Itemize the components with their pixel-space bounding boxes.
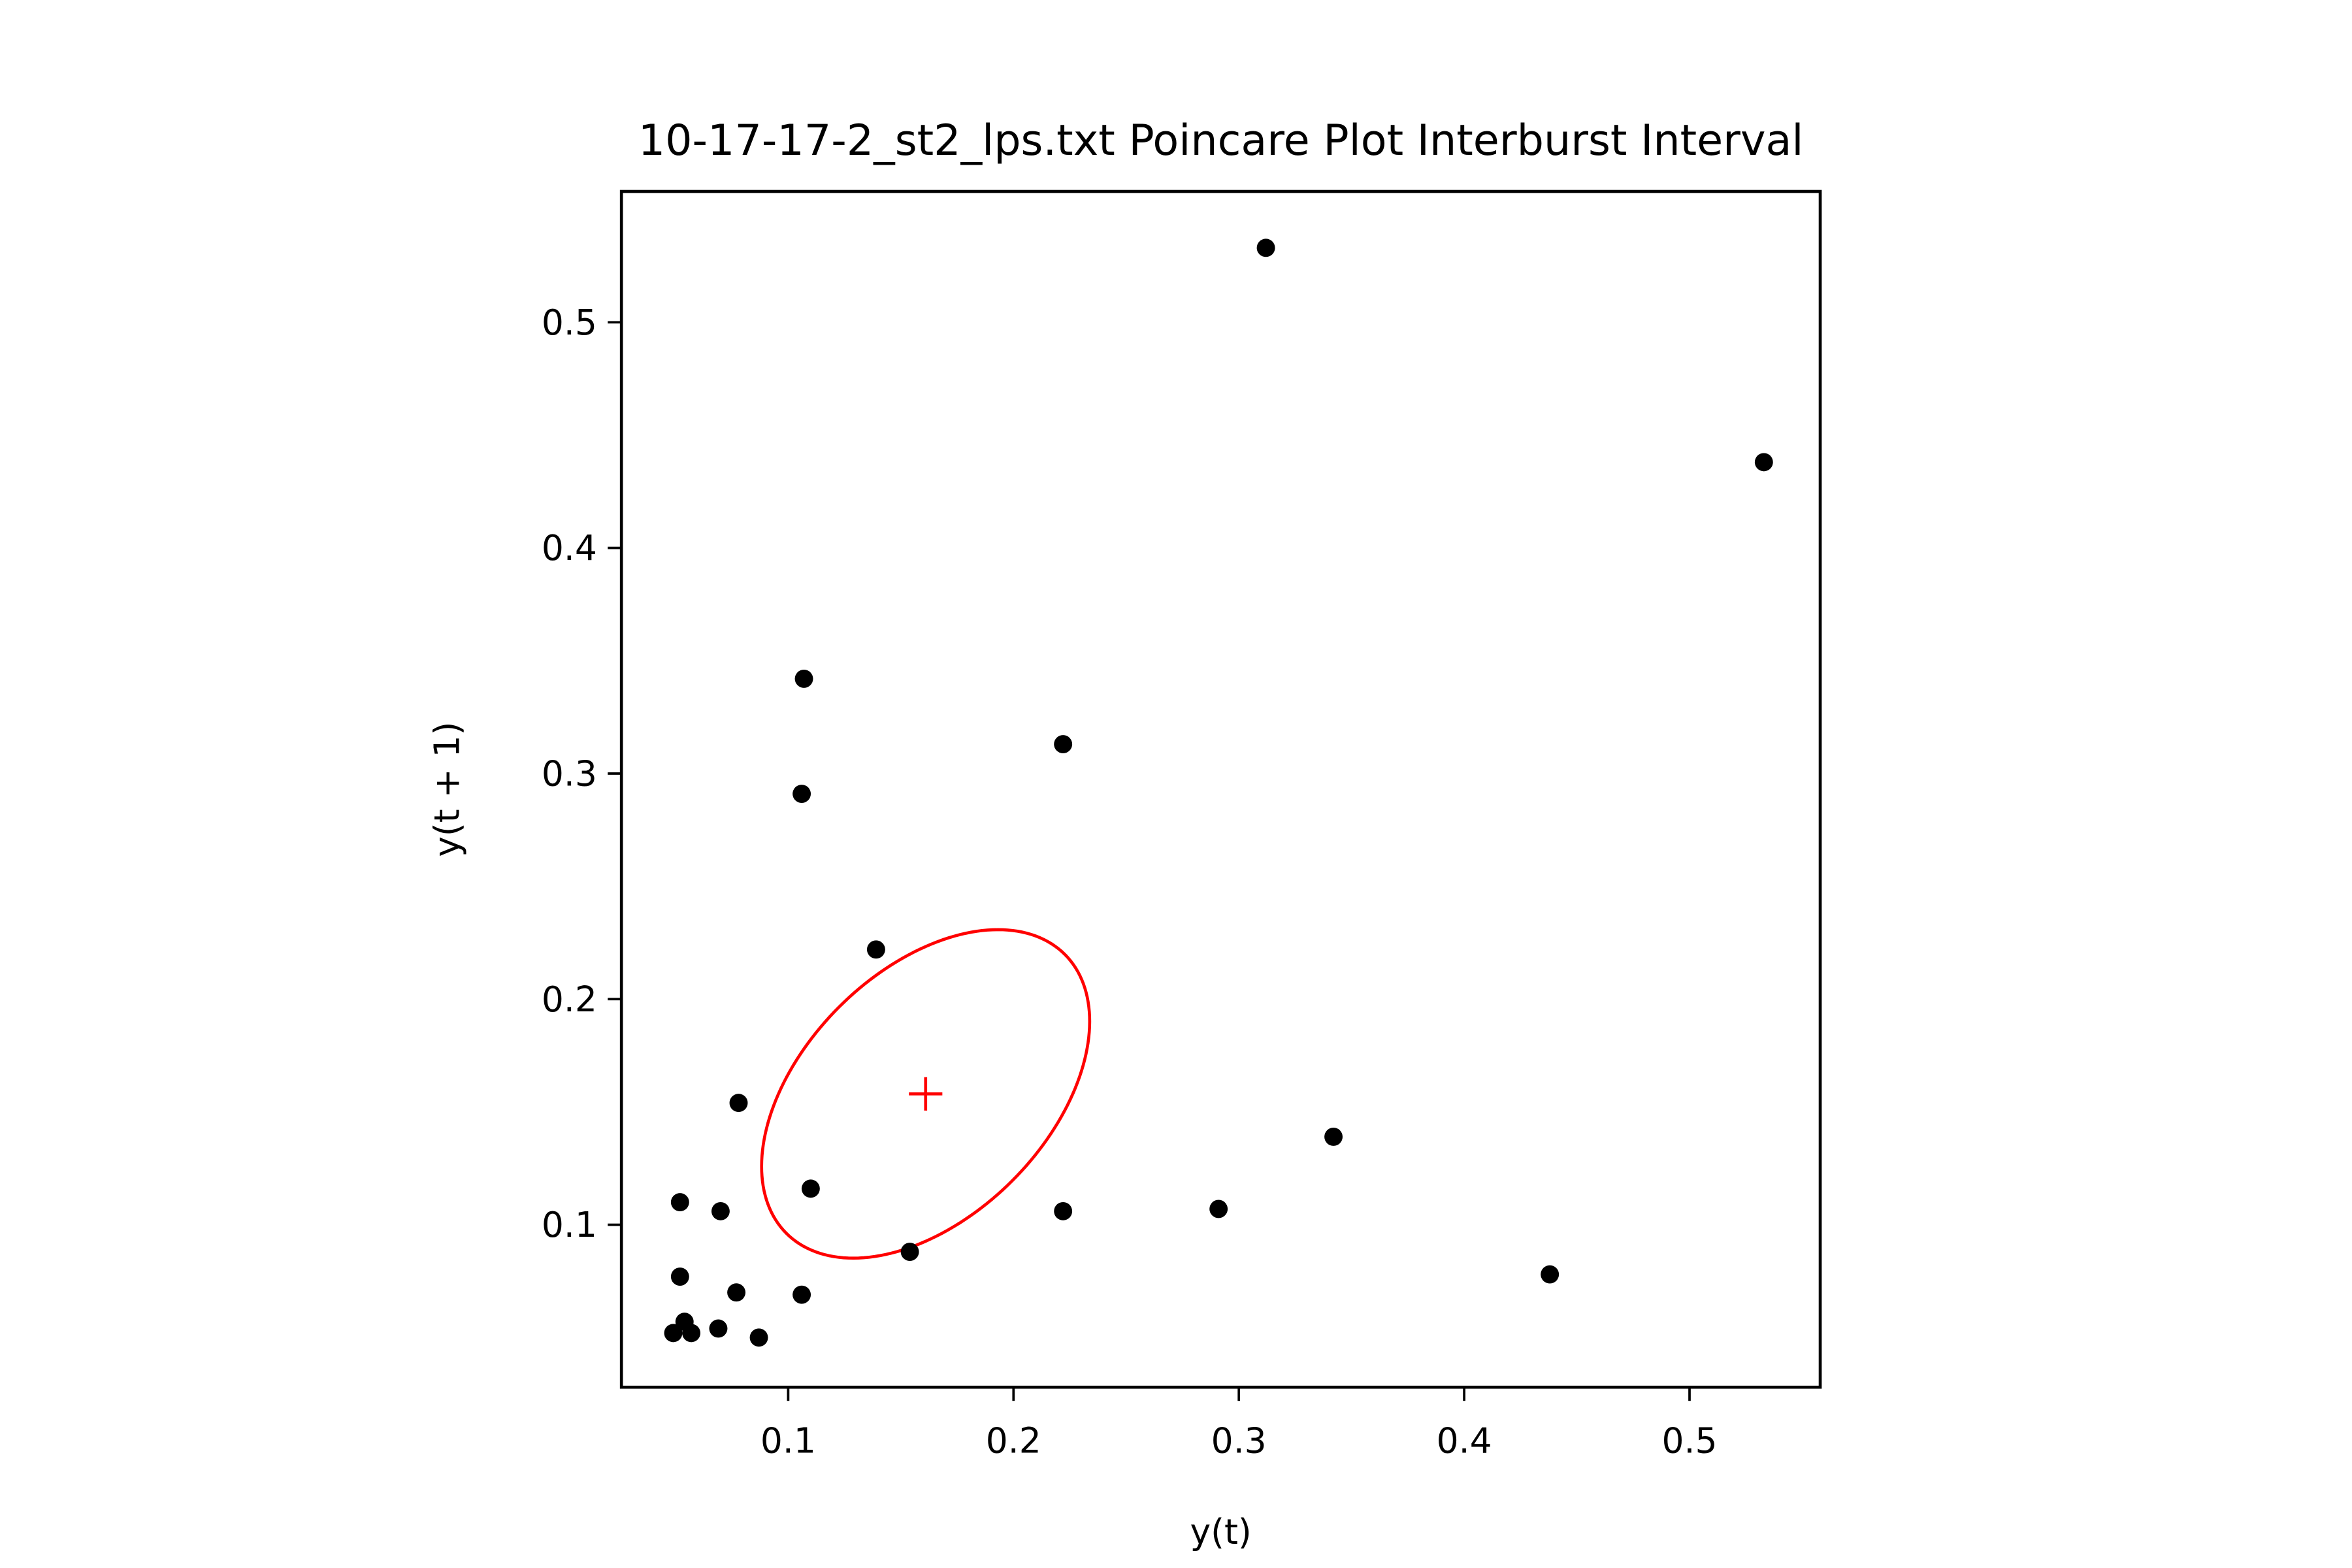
chart-title: 10-17-17-2_st2_lps.txt Poincare Plot Int… bbox=[638, 116, 1804, 165]
x-tick-label: 0.5 bbox=[1661, 1420, 1717, 1461]
centroid-marker bbox=[909, 1077, 943, 1111]
data-point bbox=[792, 785, 811, 803]
data-point bbox=[1541, 1265, 1560, 1284]
data-point bbox=[1054, 1201, 1073, 1220]
data-point bbox=[1754, 453, 1773, 472]
data-point bbox=[900, 1243, 919, 1262]
x-tick-label: 0.2 bbox=[986, 1420, 1041, 1461]
data-point bbox=[749, 1328, 768, 1347]
confidence-ellipse bbox=[760, 928, 1092, 1260]
x-axis-label: y(t) bbox=[1190, 1511, 1251, 1552]
y-axis-label: y(t + 1) bbox=[426, 722, 467, 857]
data-point bbox=[801, 1179, 820, 1198]
data-point bbox=[727, 1283, 746, 1302]
x-tick-label: 0.1 bbox=[760, 1420, 816, 1461]
data-point bbox=[1256, 238, 1275, 257]
x-tick-label: 0.4 bbox=[1437, 1420, 1492, 1461]
data-point bbox=[794, 669, 813, 688]
data-point bbox=[670, 1193, 689, 1212]
y-tick-label: 0.1 bbox=[542, 1204, 597, 1245]
y-tick-label: 0.4 bbox=[542, 527, 597, 568]
plot-area: 0.1 0.2 0.3 0.4 0.5 0.1 0.2 0.3 0.4 0.5 bbox=[542, 189, 1822, 1461]
data-point bbox=[1209, 1200, 1228, 1218]
data-point bbox=[709, 1319, 728, 1338]
y-tick-label: 0.3 bbox=[542, 753, 597, 794]
data-point bbox=[711, 1201, 730, 1220]
data-point bbox=[1324, 1128, 1343, 1146]
y-tick-label: 0.5 bbox=[542, 302, 597, 343]
y-tick-label: 0.2 bbox=[542, 979, 597, 1020]
data-point bbox=[682, 1324, 701, 1343]
data-point bbox=[1054, 735, 1073, 754]
data-point bbox=[729, 1094, 748, 1113]
data-point bbox=[866, 940, 885, 959]
data-point bbox=[792, 1285, 811, 1304]
data-point bbox=[664, 1324, 683, 1343]
axes-frame bbox=[619, 189, 1822, 1389]
data-point bbox=[670, 1267, 689, 1286]
x-tick-label: 0.3 bbox=[1211, 1420, 1267, 1461]
